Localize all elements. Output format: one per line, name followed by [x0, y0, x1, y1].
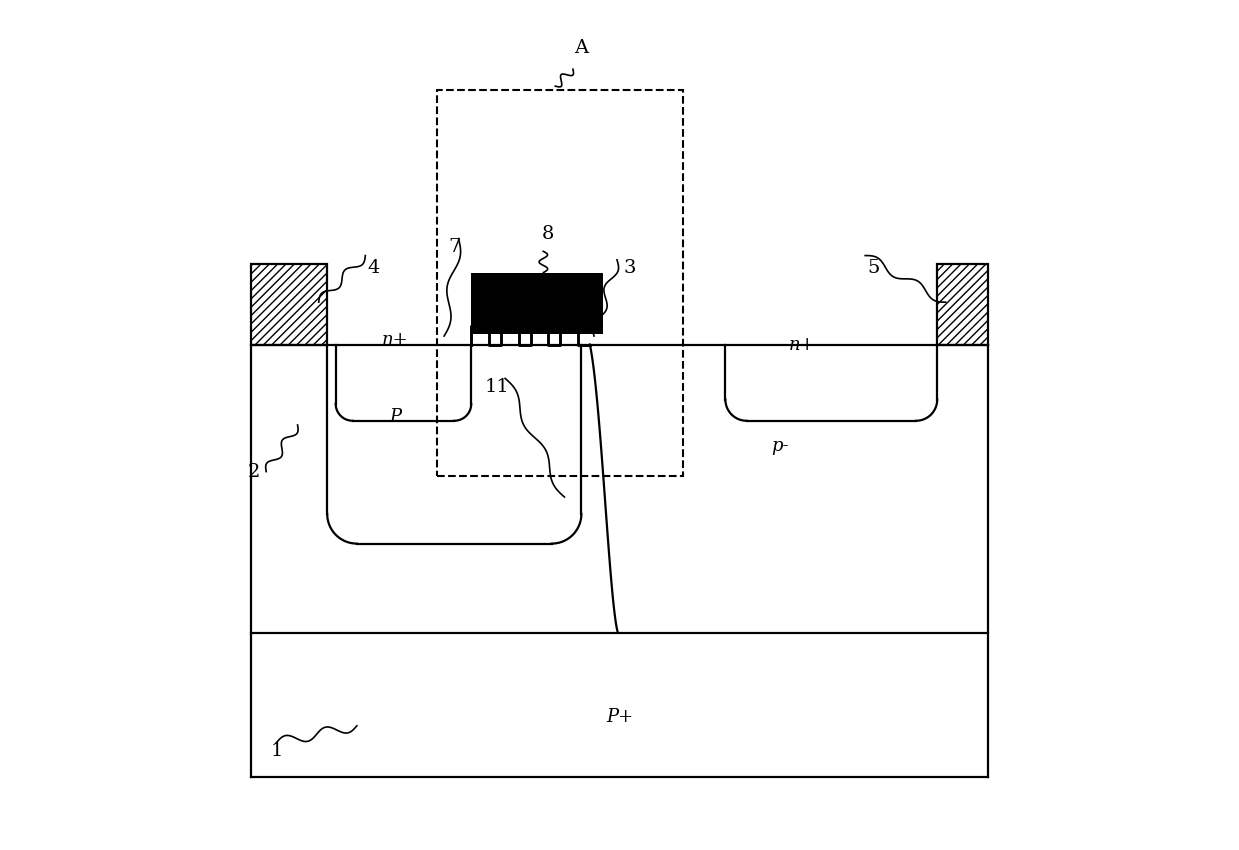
Text: n+: n+ — [382, 332, 409, 349]
Text: P+: P+ — [606, 708, 633, 726]
Bar — [937, 264, 987, 344]
Text: 5: 5 — [867, 259, 880, 277]
Text: P: P — [389, 407, 401, 426]
Text: 4: 4 — [368, 259, 380, 277]
Bar — [252, 264, 327, 344]
Text: p-: p- — [772, 437, 789, 456]
Text: 8: 8 — [541, 225, 554, 243]
Text: A: A — [575, 39, 589, 57]
Text: 2: 2 — [248, 462, 260, 480]
Text: 1: 1 — [270, 742, 282, 760]
Text: 3: 3 — [623, 259, 636, 277]
Text: 11: 11 — [484, 378, 509, 396]
Text: 7: 7 — [449, 238, 461, 256]
Bar — [471, 273, 602, 334]
Bar — [437, 90, 683, 476]
Text: n+: n+ — [788, 336, 815, 354]
